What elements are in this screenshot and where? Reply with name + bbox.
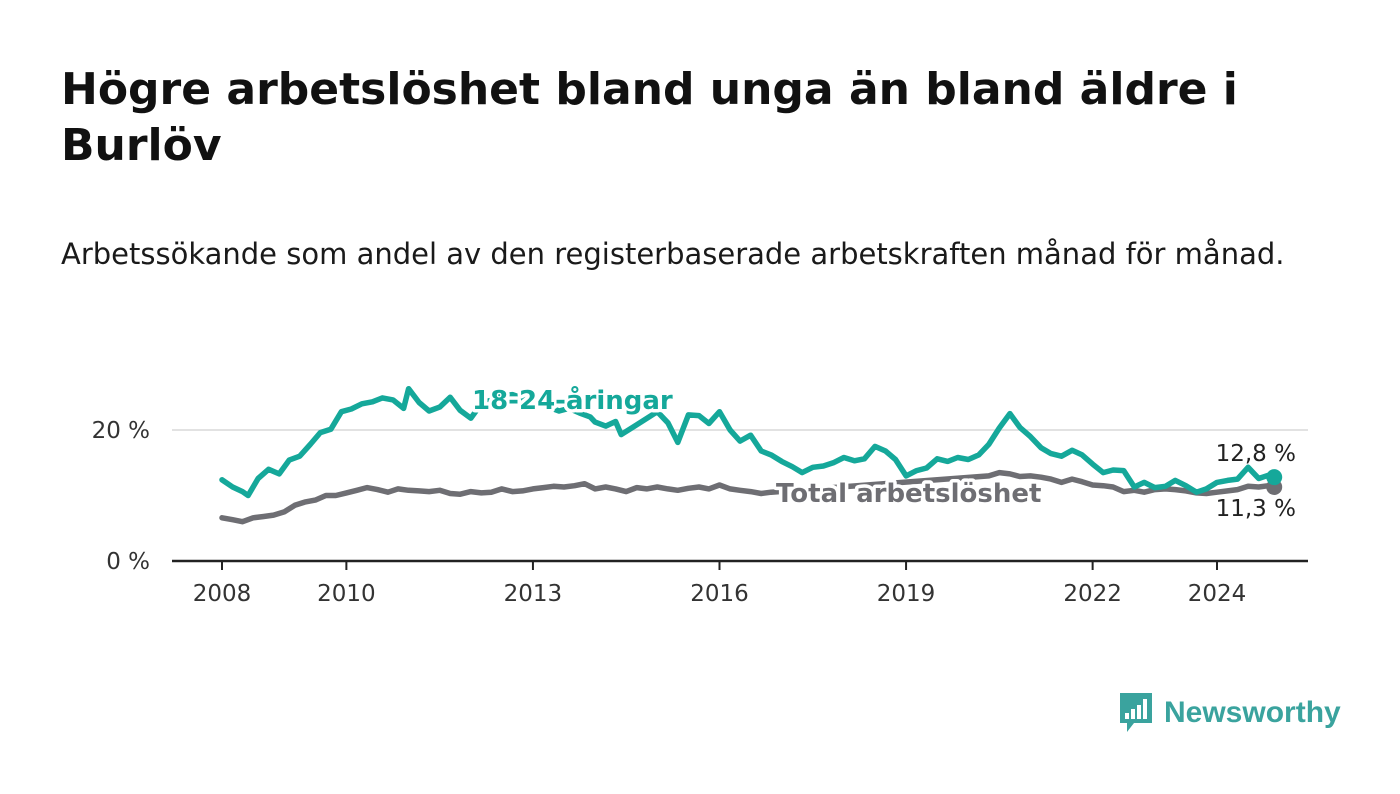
x-tick-label: 2022 <box>1063 581 1122 607</box>
x-tick-label: 2016 <box>690 581 749 607</box>
series-lines <box>219 385 1283 525</box>
series-labels: 18-24-åringar Total arbetslöshet 12,8 % 11,… <box>469 381 1297 523</box>
x-tick-label: 2013 <box>504 581 563 607</box>
youth-series-label: 18-24-åringar <box>472 384 673 416</box>
youth-end-dot <box>1266 469 1283 486</box>
gridlines <box>172 429 1308 563</box>
chart-title: Högre arbetslöshet bland unga än bland ä… <box>61 64 1238 171</box>
chart-subtitle: Arbetssökande som andel av den registerb… <box>61 237 1285 271</box>
youth-series-line <box>219 385 1277 499</box>
y-axis-ticks: 0 % 20 % <box>92 418 150 575</box>
x-tick-label: 2008 <box>193 581 252 607</box>
x-axis-ticks: 2008 2010 2013 2016 2019 2022 2024 <box>193 561 1247 607</box>
x-tick-label: 2019 <box>877 581 936 607</box>
x-tick-label: 2010 <box>317 581 376 607</box>
youth-end-value-label: 12,8 % <box>1216 441 1296 467</box>
brand-logo-group: Newsworthy <box>1118 690 1341 736</box>
total-series-label: Total arbetslöshet <box>776 479 1041 509</box>
x-tick-label: 2024 <box>1188 581 1247 607</box>
total-series-line <box>219 469 1277 525</box>
y-tick-label: 20 % <box>92 418 150 444</box>
y-tick-label: 0 % <box>106 549 150 575</box>
newsworthy-logo-icon <box>1120 693 1152 732</box>
total-end-value-label: 11,3 % <box>1216 496 1296 522</box>
brand-name: Newsworthy <box>1164 696 1341 729</box>
